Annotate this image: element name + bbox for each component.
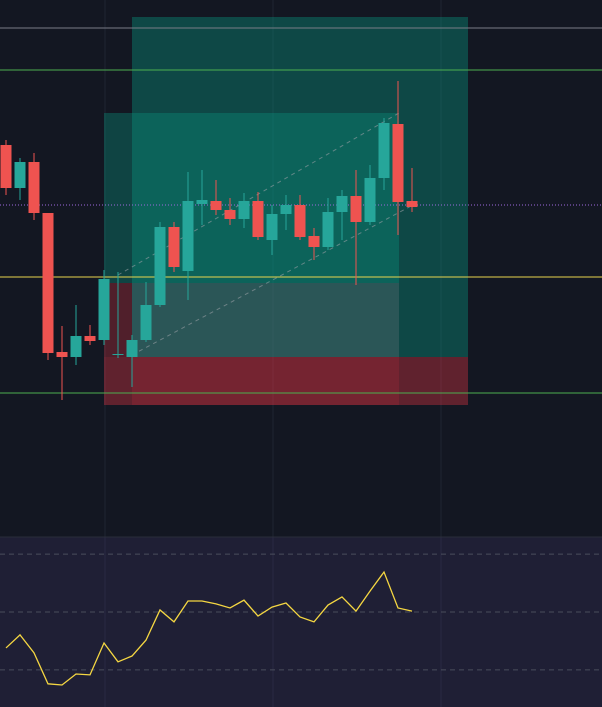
indicator-line: [5, 570, 413, 686]
candle-body: [406, 201, 418, 207]
candle-body: [28, 162, 40, 213]
candle-body: [294, 205, 306, 237]
candle-body: [0, 145, 12, 188]
candle-body: [42, 213, 54, 353]
loss-zone-inner: [132, 357, 399, 405]
loss-zone: [104, 357, 468, 405]
candle-body: [112, 354, 124, 355]
indicator-pane: [0, 537, 602, 707]
candle-body: [322, 212, 334, 247]
candle-body: [350, 196, 362, 222]
candle-body: [392, 124, 404, 202]
candle-body: [154, 227, 166, 305]
candle-body: [168, 227, 180, 267]
candle-body: [14, 162, 26, 188]
candle-body: [378, 123, 390, 178]
candle-body: [224, 210, 236, 219]
candle-body: [280, 205, 292, 214]
candle-body: [70, 336, 82, 357]
candle-body: [196, 200, 208, 204]
candle-body: [336, 196, 348, 212]
grid: [104, 0, 442, 707]
candle-body: [252, 201, 264, 237]
candle-body: [140, 305, 152, 340]
candle-body: [182, 201, 194, 271]
candle-body: [364, 178, 376, 222]
candle-body: [84, 336, 96, 341]
candle-body: [98, 279, 110, 340]
candle-body: [308, 236, 320, 247]
candle-body: [266, 214, 278, 240]
candle-body: [238, 201, 250, 219]
neutral-zone: [132, 283, 399, 357]
candle-body: [210, 201, 222, 210]
candle-body: [56, 352, 68, 357]
candle-body: [126, 340, 138, 357]
path-line: [131, 204, 414, 356]
